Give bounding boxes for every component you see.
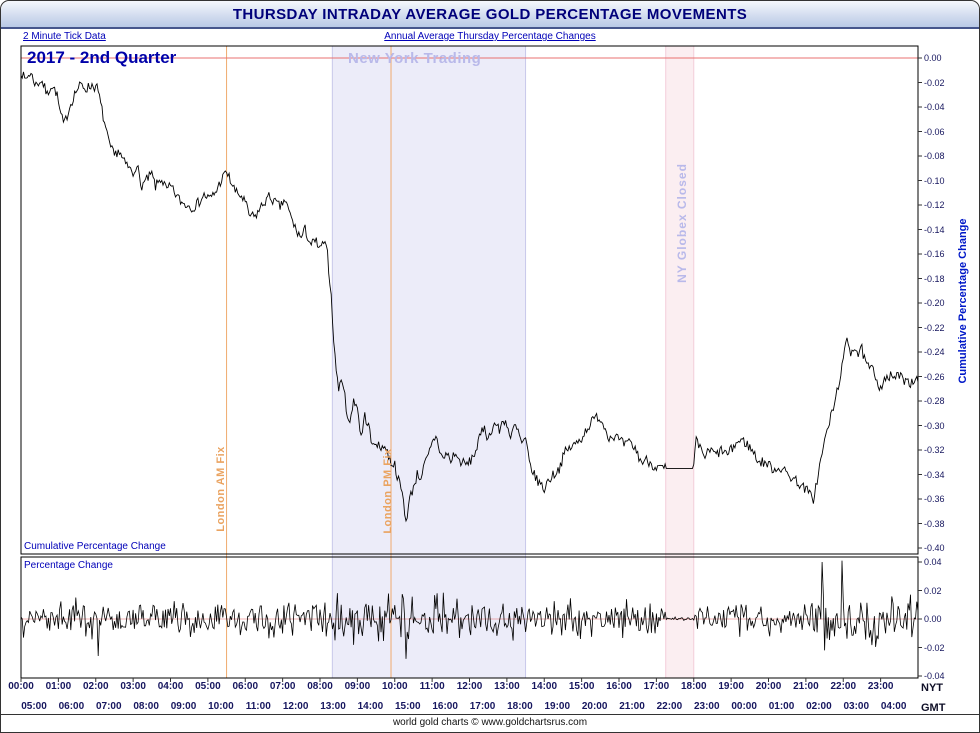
london-pm-fix-label: London PM Fix (382, 448, 394, 534)
x-axis-label-nyt: 21:00 (793, 681, 819, 692)
annual-average-note: Annual Average Thursday Percentage Chang… (384, 31, 596, 42)
main-y-axis-label: -0.24 (924, 347, 945, 357)
percentage-series-line (20, 560, 919, 659)
main-y-axis-label: -0.10 (924, 175, 945, 186)
main-y-axis-label: -0.38 (924, 518, 945, 529)
x-axis-label-gmt: 10:00 (208, 701, 234, 712)
main-y-axis-label: -0.32 (924, 445, 945, 455)
ny-trading-band (332, 46, 526, 678)
x-axis-label-gmt: 07:00 (95, 701, 122, 712)
x-axis-label-nyt: 11:00 (419, 681, 445, 692)
x-axis-label-nyt: 15:00 (568, 681, 595, 692)
x-axis-label-gmt: 19:00 (544, 701, 571, 712)
right-axis-title: Cumulative Percentage Change (957, 218, 969, 384)
sub-y-axis-label: 0.04 (924, 557, 942, 567)
x-axis-label-gmt: 17:00 (469, 701, 496, 712)
x-axis-label-nyt: 12:00 (456, 681, 483, 692)
nyt-row-label: NYT (921, 682, 943, 694)
gmt-row-label: GMT (921, 702, 946, 714)
main-y-axis-label: -0.34 (924, 469, 945, 480)
footer-divider (1, 714, 979, 715)
main-y-axis-label: -0.18 (924, 273, 945, 284)
x-axis-label-gmt: 05:00 (21, 701, 47, 712)
sub-y-axis-label: -0.04 (924, 671, 945, 681)
cumulative-panel-label: Cumulative Percentage Change (24, 541, 166, 552)
x-axis-label-nyt: 00:00 (8, 681, 34, 692)
main-y-axis-label: -0.40 (924, 543, 945, 553)
tick-data-note: 2 Minute Tick Data (23, 31, 106, 42)
x-axis-label-gmt: 23:00 (693, 701, 720, 712)
cumulative-series-line (20, 71, 919, 523)
x-axis-label-nyt: 01:00 (45, 681, 72, 692)
main-y-axis-label: -0.12 (924, 200, 945, 210)
x-axis-label-gmt: 21:00 (619, 701, 645, 712)
x-axis-label-nyt: 17:00 (643, 681, 670, 692)
main-y-axis-label: -0.22 (924, 322, 945, 333)
x-axis-label-nyt: 16:00 (606, 681, 632, 692)
x-axis-label-gmt: 16:00 (432, 701, 458, 712)
x-axis-label-nyt: 13:00 (494, 681, 520, 692)
x-axis-label-gmt: 00:00 (731, 701, 757, 712)
x-axis-label-gmt: 03:00 (843, 701, 870, 712)
x-axis-label-nyt: 04:00 (157, 681, 184, 692)
x-axis-label-nyt: 18:00 (680, 681, 707, 692)
main-y-axis-label: -0.26 (924, 371, 945, 382)
main-y-axis-label: -0.30 (924, 420, 945, 431)
x-axis-label-nyt: 05:00 (195, 681, 221, 692)
x-axis-label-gmt: 15:00 (394, 701, 421, 712)
x-axis-label-gmt: 01:00 (768, 701, 795, 712)
x-axis-label-nyt: 08:00 (307, 681, 333, 692)
sub-y-axis-label: 0.02 (924, 585, 942, 596)
x-axis-label-gmt: 12:00 (282, 701, 309, 712)
x-axis-label-gmt: 04:00 (880, 701, 907, 712)
x-axis-label-gmt: 22:00 (656, 701, 683, 712)
x-axis-label-gmt: 08:00 (133, 701, 159, 712)
quarter-label: 2017 - 2nd Quarter (27, 48, 177, 67)
x-axis-label-nyt: 02:00 (82, 681, 109, 692)
x-axis-label-nyt: 19:00 (718, 681, 744, 692)
main-y-axis-label: -0.02 (924, 77, 945, 88)
x-axis-label-gmt: 09:00 (170, 701, 197, 712)
x-axis-label-nyt: 20:00 (755, 681, 782, 692)
ny-trading-label: New York Trading (348, 50, 482, 67)
x-axis-label-gmt: 11:00 (245, 701, 271, 712)
main-y-axis-label: -0.16 (924, 249, 945, 259)
main-y-axis-label: 0.00 (924, 53, 942, 63)
x-axis-label-nyt: 07:00 (269, 681, 296, 692)
main-y-axis-label: -0.08 (924, 151, 945, 161)
x-axis-label-nyt: 03:00 (120, 681, 146, 692)
sub-y-axis-label: 0.00 (924, 614, 942, 624)
title-bar: THURSDAY INTRADAY AVERAGE GOLD PERCENTAG… (1, 1, 979, 29)
globex-closed-band (665, 46, 694, 678)
x-axis-label-nyt: 22:00 (830, 681, 857, 692)
x-axis-label-gmt: 06:00 (58, 701, 85, 712)
globex-closed-label: NY Globex Closed (675, 163, 689, 283)
subtitle-bar: 2 Minute Tick Data Annual Average Thursd… (1, 31, 979, 45)
main-y-axis-label: -0.06 (924, 126, 945, 137)
main-y-axis-label: -0.20 (924, 298, 945, 308)
x-axis-label-nyt: 23:00 (867, 681, 894, 692)
percentage-panel-label: Percentage Change (24, 560, 113, 571)
main-y-axis-label: -0.14 (924, 224, 945, 235)
x-axis-label-nyt: 06:00 (232, 681, 259, 692)
footer-credit: world gold charts © www.goldchartsrus.co… (392, 717, 588, 728)
x-axis-label-gmt: 18:00 (507, 701, 533, 712)
x-axis-label-nyt: 10:00 (381, 681, 408, 692)
page-title: THURSDAY INTRADAY AVERAGE GOLD PERCENTAG… (232, 5, 748, 23)
main-y-axis-label: -0.36 (924, 494, 945, 504)
x-axis-label-gmt: 20:00 (581, 701, 608, 712)
main-y-axis-label: -0.04 (924, 102, 945, 112)
main-y-axis-label: -0.28 (924, 396, 945, 406)
x-axis-label-nyt: 14:00 (531, 681, 558, 692)
main-panel-border (20, 45, 919, 555)
x-axis-label-gmt: 13:00 (320, 701, 346, 712)
sub-y-axis-label: -0.02 (924, 642, 945, 653)
x-axis-label-gmt: 14:00 (357, 701, 384, 712)
x-axis-label-gmt: 02:00 (806, 701, 832, 712)
x-axis-label-nyt: 09:00 (344, 681, 371, 692)
london-am-fix-label: London AM Fix (215, 446, 227, 532)
